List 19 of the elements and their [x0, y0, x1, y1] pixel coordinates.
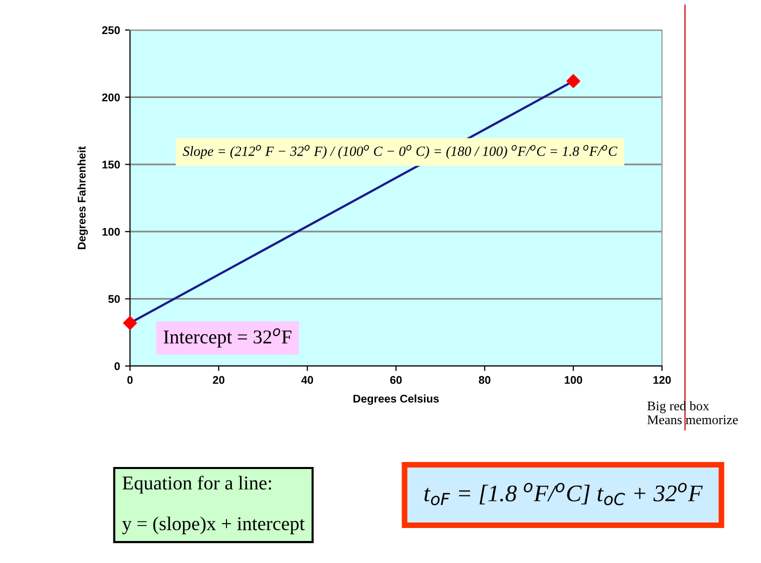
y-tick-label: 100: [102, 228, 120, 236]
y-tick-label: 250: [102, 26, 120, 34]
x-tick-label: 100: [564, 376, 582, 384]
y-tick-label: 50: [108, 295, 120, 303]
x-tick-label: 80: [478, 376, 490, 384]
y-axis-title: Degrees Fahrenheit: [77, 146, 88, 250]
x-tick-label: 120: [653, 376, 671, 384]
x-tick-label: 0: [127, 376, 133, 384]
text: Slope = (212$^{o}$ F − 32$^{o}$ F) / (100$^{o}$ C − 0$^{o}$ C) = (180 / 100) $^{o}$F/$^{o}$C = 1.8 $^{o}$F/$^{o}$C: [182, 145, 618, 159]
y-tick-label: 0: [114, 362, 120, 370]
x-axis-title: Degrees Celsius: [354, 394, 439, 405]
annotation: Intercept = 32$^{o}$F: [164, 328, 292, 348]
x-tick-label: 60: [390, 376, 402, 384]
y-tick-label: 150: [102, 160, 120, 169]
y-tick-label: 200: [102, 93, 120, 102]
x-tick-label: 40: [301, 376, 314, 384]
text: t$_{oF}$ = [1.8 $^{o}$F/$^{o}$C] t$_{oC}$ + 32$^{o}$F: [424, 482, 703, 506]
x-tick-label: 20: [212, 376, 224, 384]
text: Equation for a line: y = (slope)x + intercept: [122, 476, 305, 534]
